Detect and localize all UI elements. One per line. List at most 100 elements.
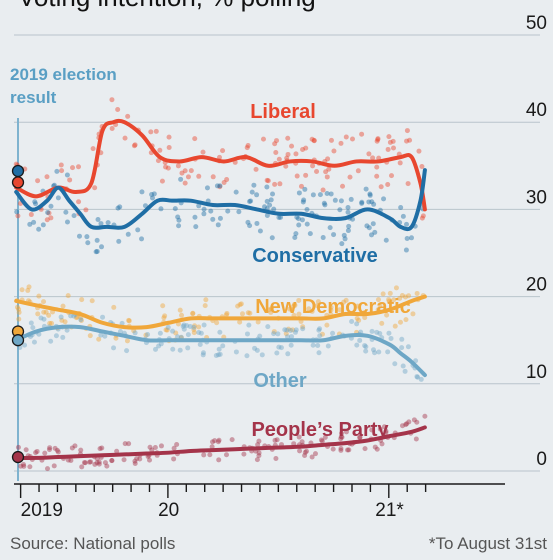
poll-dot (117, 204, 123, 210)
poll-dot (419, 215, 425, 221)
poll-dot (224, 177, 230, 183)
poll-dot (116, 238, 122, 244)
poll-dot (217, 184, 223, 190)
poll-dot (386, 134, 392, 140)
poll-dot (375, 136, 381, 142)
poll-dot (337, 207, 343, 213)
poll-dot (58, 162, 64, 168)
poll-dot (42, 450, 48, 456)
poll-dot (348, 196, 354, 202)
poll-dot (374, 446, 380, 452)
poll-dot (59, 168, 65, 174)
poll-dot (60, 334, 66, 340)
poll-dot (203, 297, 209, 303)
poll-dot (32, 199, 38, 205)
poll-dot (341, 299, 347, 305)
poll-dot (33, 450, 39, 456)
poll-dot (387, 139, 393, 145)
poll-dot (201, 206, 207, 212)
poll-dot (46, 312, 52, 318)
poll-dot (31, 219, 37, 225)
poll-dot (109, 457, 115, 463)
poll-dot (386, 298, 392, 304)
poll-dot (156, 343, 162, 349)
poll-dot (315, 343, 321, 349)
poll-dot (54, 168, 60, 174)
poll-dot (45, 466, 51, 472)
poll-dot (346, 223, 352, 229)
poll-dot (399, 336, 405, 342)
poll-dot (210, 216, 216, 222)
poll-dot (386, 297, 392, 303)
poll-dot (200, 350, 206, 356)
poll-dot (139, 236, 145, 242)
poll-dot (121, 457, 127, 463)
poll-dot (47, 445, 53, 451)
poll-dot (316, 350, 322, 356)
poll-dot (285, 151, 291, 157)
poll-dot (109, 126, 115, 132)
poll-dot (184, 323, 190, 329)
poll-dot (87, 459, 93, 465)
poll-dot (135, 227, 141, 233)
poll-dot (147, 444, 153, 450)
poll-dot (355, 303, 361, 309)
poll-dot (174, 442, 180, 448)
poll-dot (104, 463, 110, 469)
poll-dot (115, 205, 121, 211)
poll-dot (293, 327, 299, 333)
poll-dot (153, 128, 159, 134)
poll-dot (397, 160, 403, 166)
poll-dot (357, 435, 363, 441)
poll-dot (288, 342, 294, 348)
poll-dot (113, 335, 119, 341)
poll-dot (270, 191, 276, 197)
poll-dot (285, 351, 291, 357)
poll-dot (381, 196, 387, 202)
poll-dot (224, 310, 230, 316)
series-label-ndp: New Democratic (255, 296, 411, 318)
election-result-marker-ppc (11, 450, 25, 464)
poll-dot (47, 320, 53, 326)
poll-dot (291, 301, 297, 307)
poll-dot (15, 444, 21, 450)
poll-dot (404, 128, 410, 134)
poll-dot (210, 174, 216, 180)
poll-dot (328, 304, 334, 310)
poll-dot (414, 290, 420, 296)
poll-dot (297, 448, 303, 454)
poll-dot (177, 307, 183, 313)
poll-dot (310, 342, 316, 348)
poll-dot (397, 319, 403, 325)
poll-dot (79, 297, 85, 303)
source-note: Source: National polls (10, 534, 176, 553)
poll-dot (158, 206, 164, 212)
poll-dot (268, 197, 274, 203)
poll-dot (278, 345, 284, 351)
poll-dot (289, 143, 295, 149)
poll-dot (317, 192, 323, 198)
poll-dot (98, 221, 104, 227)
poll-dot (214, 183, 220, 189)
poll-dot (99, 244, 105, 250)
poll-dot (339, 430, 345, 436)
poll-dot (132, 461, 138, 467)
poll-dot (385, 349, 391, 355)
poll-dot (375, 297, 381, 303)
poll-dot (48, 215, 54, 221)
poll-dot (379, 441, 385, 447)
poll-dot (139, 189, 145, 195)
poll-dot (294, 214, 300, 220)
poll-dot (52, 445, 58, 451)
poll-dot (342, 236, 348, 242)
poll-dot (309, 136, 315, 142)
chart-title: Voting intention, % polling (18, 0, 316, 13)
poll-dot (272, 141, 278, 147)
poll-dot (271, 206, 277, 212)
poll-dot (68, 313, 74, 319)
series-label-conservative: Conservative (252, 245, 378, 267)
poll-dot (90, 146, 96, 152)
poll-dot (359, 200, 365, 206)
poll-dot (343, 429, 349, 435)
poll-dot (247, 223, 253, 229)
